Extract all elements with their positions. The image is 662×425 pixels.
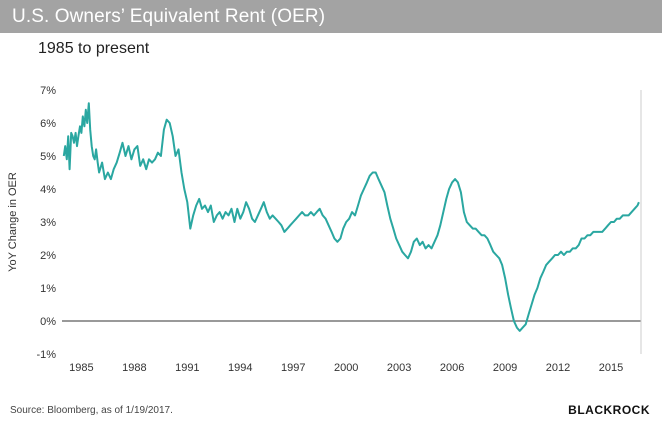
y-tick-label: 5%	[40, 151, 56, 163]
y-tick-label: -1%	[36, 349, 56, 361]
x-tick-label: 2009	[493, 362, 517, 374]
x-tick-label: 1997	[281, 362, 305, 374]
x-axis-ticks: 1985 1988 1991 1994 1997 2000 2003 2006 2009 2012…	[69, 362, 623, 374]
x-tick-label: 1994	[228, 362, 252, 374]
y-axis-ticks: -1% 0% 1% 2% 3% 4% 5% 6% 7%	[36, 85, 56, 361]
chart-subtitle: 1985 to present	[38, 40, 150, 57]
y-axis-label: YoY Change in OER	[7, 172, 19, 272]
y-tick-label: 1%	[40, 283, 56, 295]
y-tick-label: 6%	[40, 118, 56, 130]
x-tick-label: 1985	[69, 362, 93, 374]
oer-line-chart: -1% 0% 1% 2% 3% 4% 5% 6% 7% 1985 1988 1991 1994 1997…	[7, 85, 642, 374]
x-tick-label: 2012	[546, 362, 570, 374]
blackrock-logo: BLACKROCK	[568, 403, 650, 417]
y-tick-label: 2%	[40, 250, 56, 262]
y-tick-label: 0%	[40, 316, 56, 328]
x-tick-label: 1991	[175, 362, 199, 374]
x-tick-label: 2015	[599, 362, 623, 374]
x-tick-label: 2000	[334, 362, 358, 374]
title-bar: U.S. Owners’ Equivalent Rent (OER)	[0, 0, 662, 33]
x-tick-label: 2006	[440, 362, 464, 374]
y-tick-label: 4%	[40, 184, 56, 196]
y-tick-label: 3%	[40, 217, 56, 229]
oer-series-line	[62, 102, 640, 332]
y-tick-label: 7%	[40, 85, 56, 97]
x-tick-label: 2003	[387, 362, 411, 374]
x-tick-label: 1988	[122, 362, 146, 374]
source-note: Source: Bloomberg, as of 1/19/2017.	[10, 405, 173, 416]
chart-title: U.S. Owners’ Equivalent Rent (OER)	[12, 6, 326, 27]
